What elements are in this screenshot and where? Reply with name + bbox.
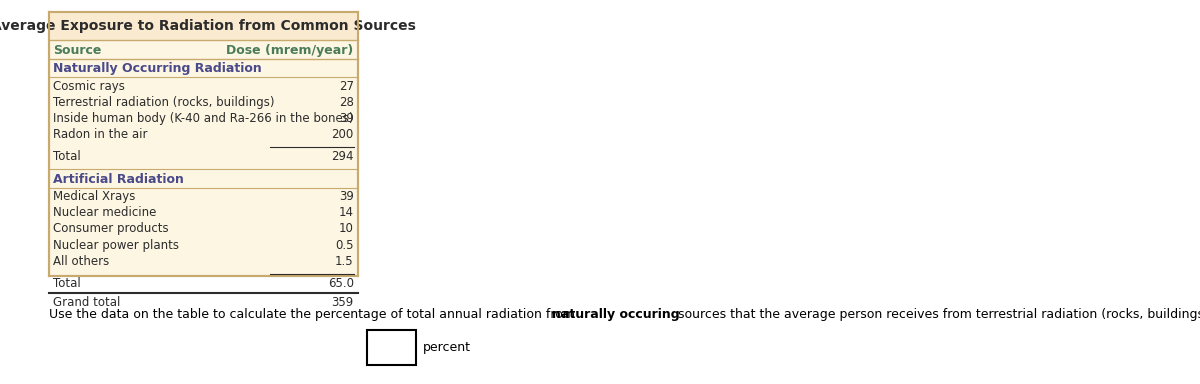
Text: 28: 28 — [338, 96, 354, 109]
Text: 14: 14 — [338, 206, 354, 219]
Text: 1.5: 1.5 — [335, 255, 354, 268]
Text: 0.5: 0.5 — [335, 238, 354, 252]
Text: 10: 10 — [338, 222, 354, 235]
Text: Nuclear power plants: Nuclear power plants — [53, 238, 179, 252]
Text: Radon in the air: Radon in the air — [53, 128, 148, 141]
Text: 65.0: 65.0 — [328, 276, 354, 290]
Text: Artificial Radiation: Artificial Radiation — [53, 173, 184, 186]
Text: Total: Total — [53, 276, 80, 290]
Text: Total: Total — [53, 150, 80, 163]
Text: 39: 39 — [338, 112, 354, 125]
Text: Dose (mrem/year): Dose (mrem/year) — [227, 44, 354, 57]
Text: sources that the average person receives from terrestrial radiation (rocks, buil: sources that the average person receives… — [673, 308, 1200, 321]
Text: percent: percent — [422, 341, 470, 354]
Text: Naturally Occurring Radiation: Naturally Occurring Radiation — [53, 62, 262, 75]
Text: Medical Xrays: Medical Xrays — [53, 190, 136, 203]
Text: Nuclear medicine: Nuclear medicine — [53, 206, 156, 219]
Text: Source: Source — [53, 44, 102, 57]
Text: 39: 39 — [338, 190, 354, 203]
Text: Use the data on the table to calculate the percentage of total annual radiation : Use the data on the table to calculate t… — [49, 308, 578, 321]
Text: Terrestrial radiation (rocks, buildings): Terrestrial radiation (rocks, buildings) — [53, 96, 275, 109]
Text: Average Exposure to Radiation from Common Sources: Average Exposure to Radiation from Commo… — [0, 19, 416, 33]
FancyBboxPatch shape — [367, 330, 415, 365]
Text: 294: 294 — [331, 150, 354, 163]
Text: naturally occuring: naturally occuring — [552, 308, 680, 321]
FancyBboxPatch shape — [49, 12, 358, 40]
Text: 200: 200 — [331, 128, 354, 141]
Text: Cosmic rays: Cosmic rays — [53, 79, 125, 93]
FancyBboxPatch shape — [49, 12, 358, 276]
Text: Consumer products: Consumer products — [53, 222, 169, 235]
Text: 359: 359 — [331, 296, 354, 310]
Text: Grand total: Grand total — [53, 296, 120, 310]
Text: All others: All others — [53, 255, 109, 268]
Text: Inside human body (K-40 and Ra-266 in the bones): Inside human body (K-40 and Ra-266 in th… — [53, 112, 354, 125]
Text: 27: 27 — [338, 79, 354, 93]
